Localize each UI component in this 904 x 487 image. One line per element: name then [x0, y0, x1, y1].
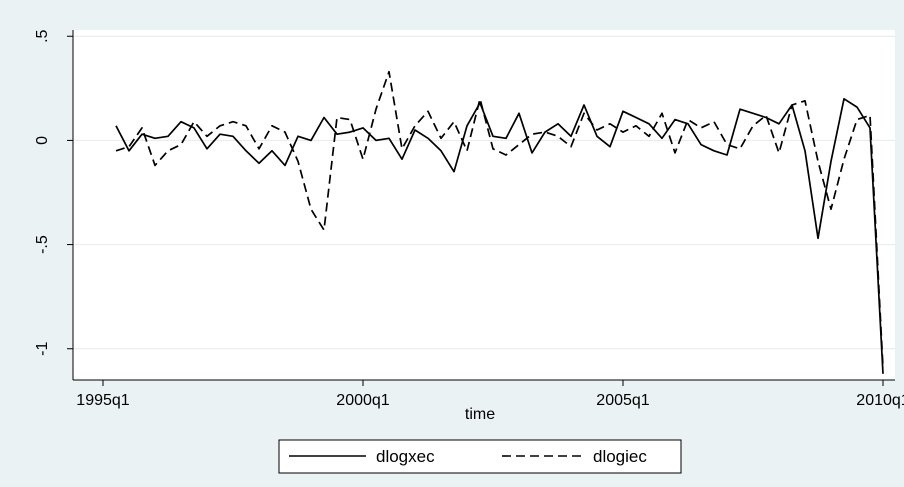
- plot-area: [73, 30, 895, 380]
- y-axis-ticks: -1 -.5 0 .5: [34, 29, 73, 356]
- series-lines: [115, 70, 884, 374]
- x-tick-label: 2000q1: [336, 392, 389, 409]
- series-line-dlogiec: [115, 70, 884, 368]
- y-tick-label: -.5: [34, 235, 51, 254]
- x-tick-label: 1995q1: [76, 392, 129, 409]
- x-tick-label: 2005q1: [596, 392, 649, 409]
- gridlines: [73, 35, 895, 350]
- y-tick-label: -1: [34, 342, 51, 356]
- series-line-dlogxec: [115, 97, 884, 374]
- y-tick-label: .5: [34, 29, 51, 42]
- x-axis-label: time: [465, 406, 495, 423]
- legend-label-dlogiec: dlogiec: [593, 447, 647, 466]
- x-axis-ticks: 1995q1 2000q1 2005q1 2010q1: [76, 380, 904, 409]
- legend-label-dlogxec: dlogxec: [376, 447, 435, 466]
- x-tick-label: 2010q1: [856, 392, 904, 409]
- y-tick-label: 0: [34, 136, 51, 145]
- legend: dlogxec dlogiec: [278, 439, 682, 474]
